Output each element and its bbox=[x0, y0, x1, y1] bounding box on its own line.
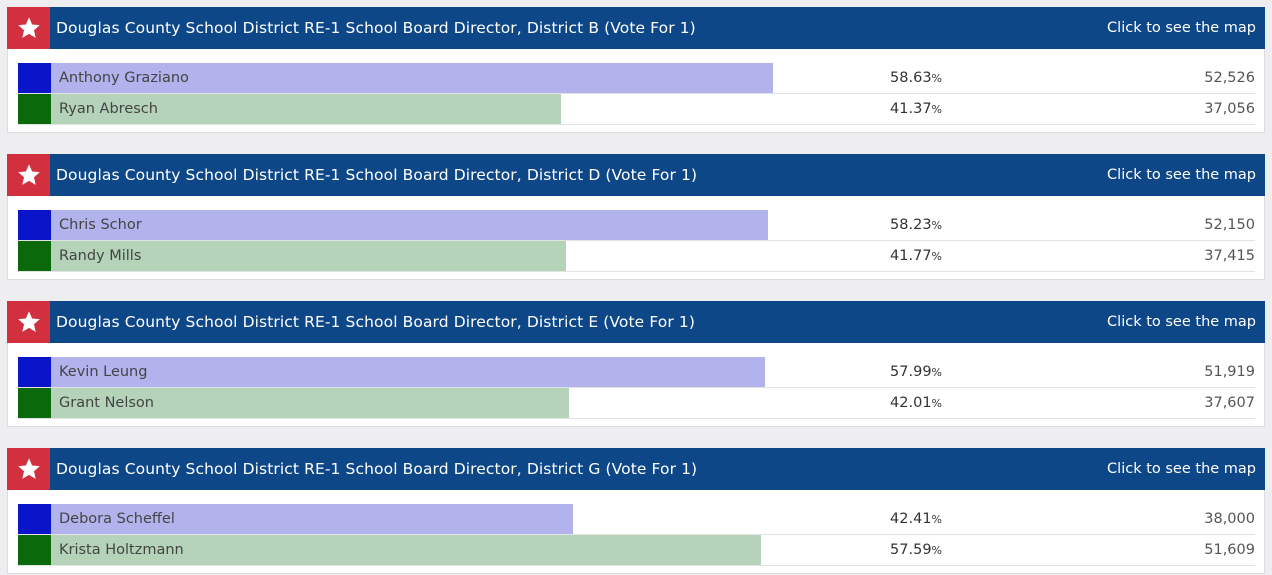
star-icon bbox=[7, 301, 50, 343]
candidate-row: Randy Mills 41.77% 37,415 bbox=[18, 241, 1255, 272]
race-title: Douglas County School District RE-1 Scho… bbox=[56, 460, 698, 478]
candidate-votes: 37,415 bbox=[1204, 248, 1255, 264]
vote-share-bar bbox=[51, 94, 561, 124]
vote-share-bar bbox=[51, 63, 773, 93]
candidate-votes: 51,609 bbox=[1204, 542, 1255, 558]
vote-share-bar bbox=[51, 357, 765, 387]
race-card: Douglas County School District RE-1 Scho… bbox=[7, 301, 1265, 427]
candidate-votes: 37,607 bbox=[1204, 395, 1255, 411]
candidate-name: Ryan Abresch bbox=[59, 101, 158, 117]
candidate-color-swatch bbox=[18, 357, 51, 387]
candidate-name: Chris Schor bbox=[59, 217, 142, 233]
candidate-percent: 58.63% bbox=[890, 70, 942, 86]
vote-share-bar bbox=[51, 504, 573, 534]
candidate-percent: 42.41% bbox=[890, 511, 942, 527]
race-header[interactable]: Douglas County School District RE-1 Scho… bbox=[7, 448, 1265, 490]
candidate-votes: 52,150 bbox=[1204, 217, 1255, 233]
candidate-color-swatch bbox=[18, 241, 51, 271]
candidate-percent: 41.77% bbox=[890, 248, 942, 264]
candidate-percent: 57.59% bbox=[890, 542, 942, 558]
candidate-row: Ryan Abresch 41.37% 37,056 bbox=[18, 94, 1255, 125]
candidate-percent: 57.99% bbox=[890, 364, 942, 380]
vote-share-bar bbox=[51, 210, 768, 240]
candidate-name: Anthony Graziano bbox=[59, 70, 189, 86]
star-icon bbox=[7, 154, 50, 196]
candidate-name: Grant Nelson bbox=[59, 395, 154, 411]
candidate-color-swatch bbox=[18, 63, 51, 93]
candidate-name: Krista Holtzmann bbox=[59, 542, 184, 558]
candidate-votes: 51,919 bbox=[1204, 364, 1255, 380]
candidate-percent: 58.23% bbox=[890, 217, 942, 233]
see-map-link[interactable]: Click to see the map bbox=[1107, 461, 1256, 477]
candidate-row: Anthony Graziano 58.63% 52,526 bbox=[18, 63, 1255, 94]
candidate-row: Krista Holtzmann 57.59% 51,609 bbox=[18, 535, 1255, 566]
vote-share-bar bbox=[51, 535, 761, 565]
race-header[interactable]: Douglas County School District RE-1 Scho… bbox=[7, 154, 1265, 196]
candidate-votes: 52,526 bbox=[1204, 70, 1255, 86]
candidate-color-swatch bbox=[18, 504, 51, 534]
candidate-name: Randy Mills bbox=[59, 248, 142, 264]
candidate-row: Grant Nelson 42.01% 37,607 bbox=[18, 388, 1255, 419]
candidate-votes: 38,000 bbox=[1204, 511, 1255, 527]
candidate-color-swatch bbox=[18, 210, 51, 240]
candidate-color-swatch bbox=[18, 388, 51, 418]
race-card: Douglas County School District RE-1 Scho… bbox=[7, 448, 1265, 574]
race-card: Douglas County School District RE-1 Scho… bbox=[7, 7, 1265, 133]
vote-share-bar bbox=[51, 241, 566, 271]
star-icon bbox=[7, 7, 50, 49]
candidate-votes: 37,056 bbox=[1204, 101, 1255, 117]
candidate-row: Chris Schor 58.23% 52,150 bbox=[18, 210, 1255, 241]
race-header[interactable]: Douglas County School District RE-1 Scho… bbox=[7, 301, 1265, 343]
candidate-name: Debora Scheffel bbox=[59, 511, 175, 527]
see-map-link[interactable]: Click to see the map bbox=[1107, 167, 1256, 183]
candidate-color-swatch bbox=[18, 94, 51, 124]
race-header[interactable]: Douglas County School District RE-1 Scho… bbox=[7, 7, 1265, 49]
star-icon bbox=[7, 448, 50, 490]
candidate-row: Kevin Leung 57.99% 51,919 bbox=[18, 357, 1255, 388]
candidate-color-swatch bbox=[18, 535, 51, 565]
candidate-name: Kevin Leung bbox=[59, 364, 148, 380]
candidate-percent: 42.01% bbox=[890, 395, 942, 411]
candidate-percent: 41.37% bbox=[890, 101, 942, 117]
candidate-row: Debora Scheffel 42.41% 38,000 bbox=[18, 504, 1255, 535]
vote-share-bar bbox=[51, 388, 569, 418]
race-title: Douglas County School District RE-1 Scho… bbox=[56, 19, 696, 37]
race-title: Douglas County School District RE-1 Scho… bbox=[56, 166, 698, 184]
see-map-link[interactable]: Click to see the map bbox=[1107, 20, 1256, 36]
race-title: Douglas County School District RE-1 Scho… bbox=[56, 313, 695, 331]
see-map-link[interactable]: Click to see the map bbox=[1107, 314, 1256, 330]
race-card: Douglas County School District RE-1 Scho… bbox=[7, 154, 1265, 280]
